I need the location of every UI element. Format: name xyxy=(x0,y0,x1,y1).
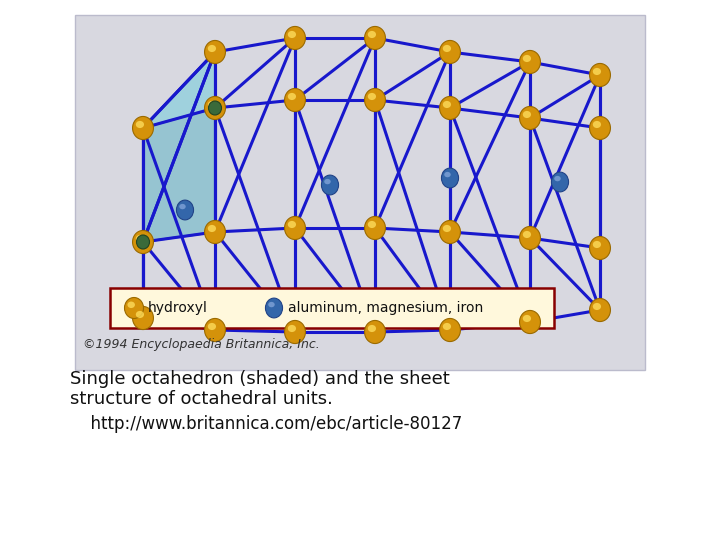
Ellipse shape xyxy=(368,325,376,332)
Ellipse shape xyxy=(208,225,216,232)
Ellipse shape xyxy=(364,26,385,50)
FancyBboxPatch shape xyxy=(115,293,555,329)
Ellipse shape xyxy=(364,320,385,343)
Ellipse shape xyxy=(208,45,216,52)
Ellipse shape xyxy=(176,200,194,220)
Ellipse shape xyxy=(324,179,330,184)
Ellipse shape xyxy=(179,204,186,210)
Ellipse shape xyxy=(443,101,451,108)
Ellipse shape xyxy=(590,117,611,139)
Ellipse shape xyxy=(590,63,611,86)
Ellipse shape xyxy=(520,310,541,334)
Ellipse shape xyxy=(204,220,225,244)
Ellipse shape xyxy=(552,172,569,192)
Ellipse shape xyxy=(208,323,216,330)
Ellipse shape xyxy=(269,302,275,307)
Ellipse shape xyxy=(204,40,225,64)
Ellipse shape xyxy=(284,26,305,50)
Ellipse shape xyxy=(593,303,601,310)
Ellipse shape xyxy=(127,301,135,308)
Ellipse shape xyxy=(520,226,541,249)
Ellipse shape xyxy=(266,298,282,318)
Ellipse shape xyxy=(136,311,144,318)
Ellipse shape xyxy=(321,175,338,195)
Ellipse shape xyxy=(439,40,461,64)
Ellipse shape xyxy=(125,298,143,319)
Text: aluminum, magnesium, iron: aluminum, magnesium, iron xyxy=(288,301,483,315)
Ellipse shape xyxy=(288,93,296,100)
Text: http://www.britannica.com/ebc/article-80127: http://www.britannica.com/ebc/article-80… xyxy=(80,415,462,433)
Ellipse shape xyxy=(523,111,531,118)
Ellipse shape xyxy=(288,31,296,38)
Ellipse shape xyxy=(590,299,611,321)
Ellipse shape xyxy=(364,89,385,112)
Polygon shape xyxy=(143,52,215,128)
Ellipse shape xyxy=(284,89,305,112)
Ellipse shape xyxy=(136,235,144,242)
Ellipse shape xyxy=(520,106,541,130)
Ellipse shape xyxy=(284,217,305,240)
Ellipse shape xyxy=(523,55,531,62)
Ellipse shape xyxy=(593,68,601,75)
Ellipse shape xyxy=(288,325,296,332)
Ellipse shape xyxy=(593,121,601,128)
Ellipse shape xyxy=(132,306,153,329)
Text: structure of octahedral units.: structure of octahedral units. xyxy=(70,390,333,408)
Text: Single octahedron (shaded) and the sheet: Single octahedron (shaded) and the sheet xyxy=(70,370,450,388)
Ellipse shape xyxy=(136,121,144,128)
Ellipse shape xyxy=(523,231,531,238)
Ellipse shape xyxy=(209,101,222,115)
Ellipse shape xyxy=(523,315,531,322)
Ellipse shape xyxy=(204,319,225,342)
Text: hydroxyl: hydroxyl xyxy=(148,301,208,315)
Ellipse shape xyxy=(132,231,153,254)
Ellipse shape xyxy=(132,117,153,139)
Ellipse shape xyxy=(443,45,451,52)
Ellipse shape xyxy=(284,320,305,343)
Ellipse shape xyxy=(439,97,461,119)
Ellipse shape xyxy=(368,93,376,100)
Ellipse shape xyxy=(204,97,225,119)
Ellipse shape xyxy=(520,50,541,73)
FancyBboxPatch shape xyxy=(110,288,554,328)
Ellipse shape xyxy=(368,31,376,38)
Ellipse shape xyxy=(439,220,461,244)
Ellipse shape xyxy=(443,323,451,330)
Ellipse shape xyxy=(441,168,459,188)
Ellipse shape xyxy=(364,217,385,240)
Text: ©1994 Encyclopaedia Britannica, Inc.: ©1994 Encyclopaedia Britannica, Inc. xyxy=(83,338,320,351)
Ellipse shape xyxy=(554,176,561,181)
Polygon shape xyxy=(143,52,215,242)
Ellipse shape xyxy=(208,101,216,108)
Ellipse shape xyxy=(593,241,601,248)
Ellipse shape xyxy=(590,237,611,260)
FancyBboxPatch shape xyxy=(75,15,645,370)
Ellipse shape xyxy=(368,221,376,228)
Ellipse shape xyxy=(137,235,150,249)
Ellipse shape xyxy=(439,319,461,342)
Ellipse shape xyxy=(444,172,451,177)
Ellipse shape xyxy=(443,225,451,232)
Ellipse shape xyxy=(288,221,296,228)
